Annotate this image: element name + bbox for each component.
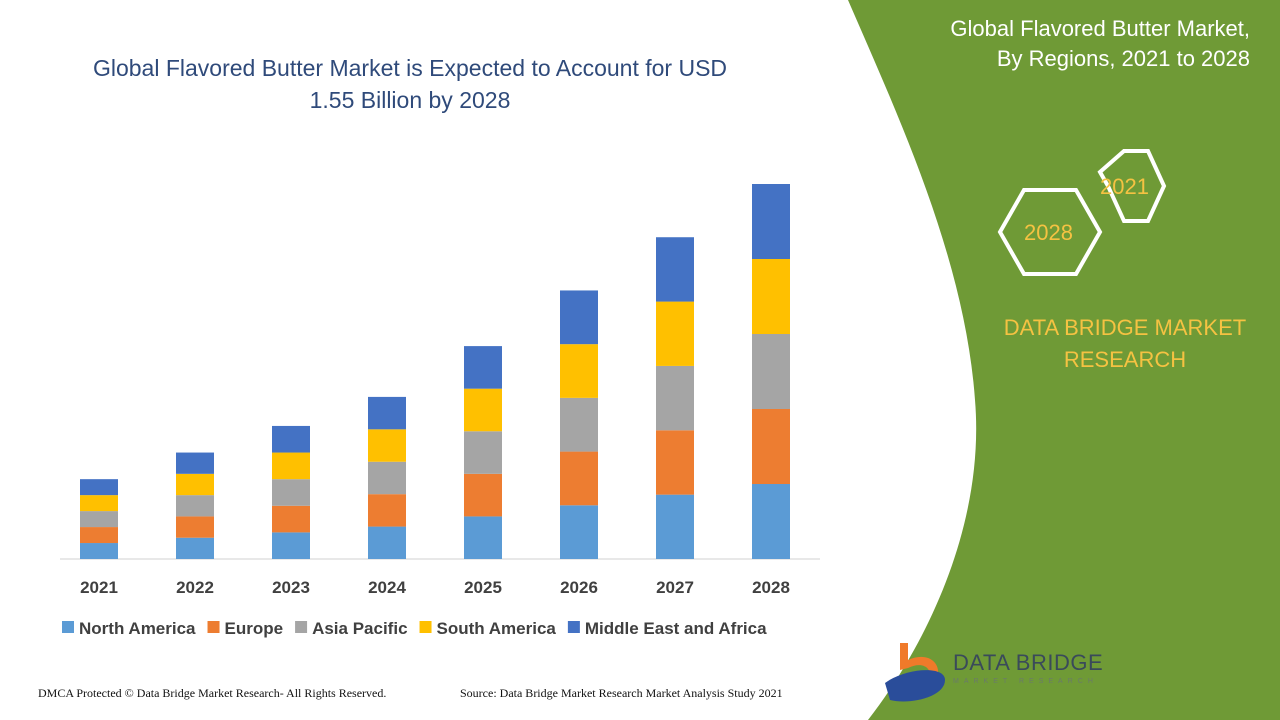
hex-year-2028: 2028 xyxy=(1024,220,1073,245)
chart-title: Global Flavored Butter Market is Expecte… xyxy=(40,52,780,116)
bar-segment-2024-1 xyxy=(368,494,406,527)
bar-segment-2022-0 xyxy=(176,537,214,559)
x-tick-label: 2021 xyxy=(80,578,118,597)
legend-label-2: Asia Pacific xyxy=(312,619,407,638)
bar-segment-2022-1 xyxy=(176,516,214,538)
bar-segment-2021-3 xyxy=(80,495,118,512)
bar-segment-2023-4 xyxy=(272,425,310,453)
bar-segment-2028-2 xyxy=(752,334,790,409)
bar-segment-2025-1 xyxy=(464,473,502,517)
bar-segment-2023-3 xyxy=(272,452,310,480)
data-bridge-logo-icon xyxy=(885,643,945,702)
bar-segment-2027-4 xyxy=(656,237,694,302)
legend-swatch-3 xyxy=(419,621,432,633)
hex-year-2021: 2021 xyxy=(1100,174,1149,199)
bar-segment-2026-3 xyxy=(560,344,598,398)
bar-segment-2028-4 xyxy=(752,184,790,259)
x-tick-label: 2022 xyxy=(176,578,214,597)
bar-segment-2028-3 xyxy=(752,259,790,334)
copyright-notice: DMCA Protected © Data Bridge Market Rese… xyxy=(38,686,387,700)
bar-segment-2023-1 xyxy=(272,505,310,533)
bar-segment-2021-2 xyxy=(80,511,118,528)
source-note: Source: Data Bridge Market Research Mark… xyxy=(460,686,783,700)
bar-segment-2028-1 xyxy=(752,409,790,484)
x-tick-label: 2024 xyxy=(368,578,406,597)
brand-line-1: DATA BRIDGE MARKET xyxy=(1003,315,1247,340)
bar-segment-2024-4 xyxy=(368,396,406,430)
hexagon-2021-icon xyxy=(1097,149,1167,223)
x-tick-label: 2028 xyxy=(752,578,790,597)
legend-label-0: North America xyxy=(79,619,196,638)
legend-swatch-2 xyxy=(295,621,308,633)
x-tick-label: 2026 xyxy=(560,578,598,597)
bar-segment-2026-4 xyxy=(560,290,598,345)
bar-segment-2023-2 xyxy=(272,479,310,506)
brand-line-2: RESEARCH xyxy=(1063,347,1187,372)
bar-segment-2022-4 xyxy=(176,452,214,474)
bar-segment-2026-0 xyxy=(560,505,598,559)
bar-segment-2026-1 xyxy=(560,451,598,506)
logo-subtext: MARKET RESEARCH xyxy=(953,678,1098,685)
x-tick-label: 2025 xyxy=(464,578,502,597)
title-line-2: 1.55 Billion by 2028 xyxy=(309,87,511,113)
side-title-line-2: By Regions, 2021 to 2028 xyxy=(996,46,1250,71)
legend-swatch-1 xyxy=(207,621,220,633)
bar-segment-2022-2 xyxy=(176,495,214,517)
side-title-line-1: Global Flavored Butter Market, xyxy=(950,16,1250,41)
hexagon-2028-icon xyxy=(997,188,1103,276)
legend-label-3: South America xyxy=(437,619,557,638)
bar-segment-2021-0 xyxy=(80,543,118,559)
side-panel-title: Global Flavored Butter Market, By Region… xyxy=(950,14,1250,74)
legend-swatch-4 xyxy=(567,621,580,633)
bar-segment-2021-1 xyxy=(80,527,118,544)
green-side-panel xyxy=(848,0,1280,720)
bar-segment-2025-2 xyxy=(464,431,502,474)
bar-segment-2024-3 xyxy=(368,429,406,462)
bar-segment-2026-2 xyxy=(560,397,598,452)
bar-segment-2021-4 xyxy=(80,479,118,496)
legend-swatch-0 xyxy=(62,621,74,633)
legend-label-1: Europe xyxy=(225,619,284,638)
bar-segment-2027-0 xyxy=(656,494,694,559)
bar-segment-2025-4 xyxy=(464,346,502,389)
legend-label-4: Middle East and Africa xyxy=(585,619,767,638)
bar-segment-2023-0 xyxy=(272,532,310,559)
title-line-1: Global Flavored Butter Market is Expecte… xyxy=(92,55,728,81)
bar-segment-2025-3 xyxy=(464,388,502,432)
bar-segment-2025-0 xyxy=(464,516,502,559)
bar-segment-2024-2 xyxy=(368,461,406,495)
brand-name: DATA BRIDGE MARKET RESEARCH xyxy=(985,312,1265,376)
bar-segment-2028-0 xyxy=(752,484,790,559)
x-tick-label: 2023 xyxy=(272,578,310,597)
x-tick-label: 2027 xyxy=(656,578,694,597)
bar-segment-2027-1 xyxy=(656,430,694,495)
bar-segment-2024-0 xyxy=(368,526,406,559)
bar-segment-2027-2 xyxy=(656,365,694,431)
bar-segment-2022-3 xyxy=(176,473,214,496)
stacked-bar-chart: 2021 2022 2023 2024 2025 2026 2027 2028 North Am… xyxy=(60,184,820,638)
logo-text: DATA BRIDGE xyxy=(953,650,1104,675)
bar-segment-2027-3 xyxy=(656,301,694,366)
